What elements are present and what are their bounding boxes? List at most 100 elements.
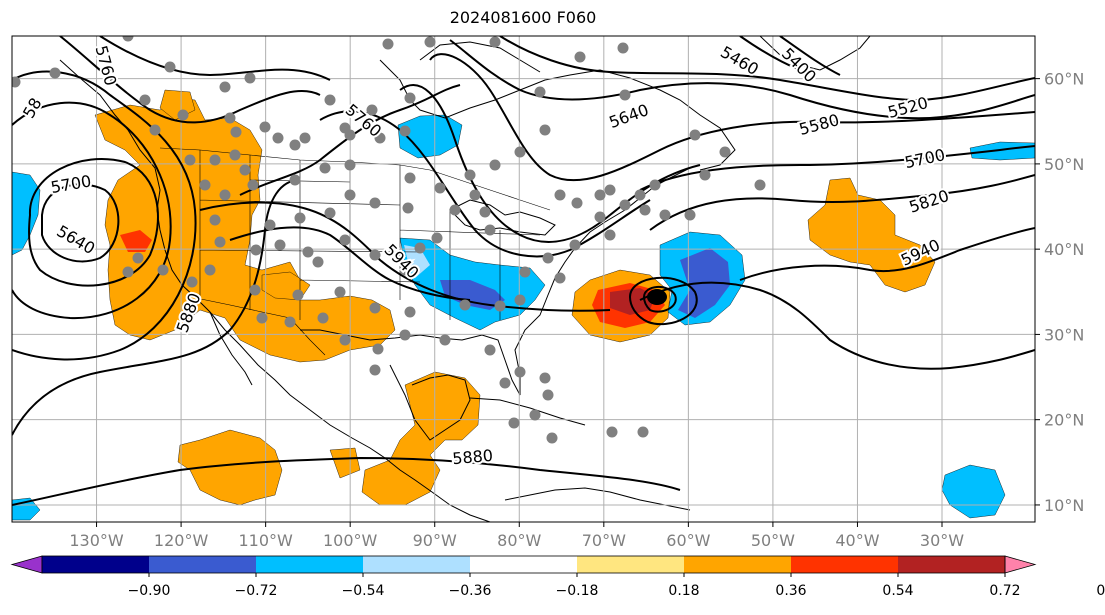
contour-5400	[779, 36, 841, 76]
contour-5760-n	[59, 36, 321, 124]
station-dot	[574, 51, 586, 63]
station-dot	[439, 334, 451, 346]
colorbar-label: −0.90	[128, 583, 171, 599]
station-dot	[606, 426, 618, 438]
station-dot	[554, 272, 566, 284]
blue-region-north-atlantic	[969, 141, 1035, 161]
colorbar-frame	[41, 555, 1006, 574]
contour-5640-ne	[429, 53, 1035, 182]
station-dot	[294, 212, 306, 224]
station-dot	[312, 256, 324, 268]
station-dot	[319, 162, 331, 174]
colorbar-segment	[898, 556, 1005, 573]
station-dot	[519, 266, 531, 278]
contour-5580	[449, 39, 1035, 120]
station-dot	[484, 344, 496, 356]
contour-5640-low	[41, 183, 120, 263]
station-dot	[292, 289, 304, 301]
station-dot	[219, 189, 231, 201]
station-dot	[637, 426, 649, 438]
station-dot	[177, 109, 189, 121]
station-dot	[199, 179, 211, 191]
station-dot	[132, 252, 144, 264]
colorbar-segment	[577, 556, 684, 573]
station-dot	[569, 239, 581, 251]
station-dot	[164, 61, 176, 73]
station-dot	[634, 189, 646, 201]
station-dot	[256, 312, 268, 324]
station-dot	[604, 229, 616, 241]
contour-5820-atl	[649, 174, 1035, 231]
station-dot	[514, 366, 526, 378]
contour-storm-outer	[628, 276, 698, 326]
lon-label: 90°W	[413, 531, 457, 550]
station-dot	[539, 124, 551, 136]
station-dot	[464, 169, 476, 181]
contour-5520	[499, 36, 1035, 102]
station-dot	[209, 154, 221, 166]
lat-label: 60°N	[1044, 70, 1084, 89]
lon-label: 100°W	[323, 531, 378, 550]
contour-5700-n	[99, 36, 331, 81]
contour-label: 5880	[452, 446, 494, 468]
station-dot	[317, 312, 329, 324]
storm-center	[647, 289, 667, 305]
lat-label: 30°N	[1044, 325, 1084, 344]
station-dot	[372, 343, 384, 355]
lon-label: 40°W	[835, 531, 879, 550]
station-dot	[239, 164, 251, 176]
station-dot	[542, 252, 554, 264]
station-dot	[514, 294, 526, 306]
station-dot	[186, 276, 198, 288]
station-dot	[219, 81, 231, 93]
station-dot	[289, 139, 301, 151]
height-contours	[12, 36, 1035, 506]
station-dot	[302, 246, 314, 258]
coastline-great-lakes	[449, 199, 556, 236]
contour-5700-low	[28, 158, 159, 287]
station-dot	[539, 372, 551, 384]
colorbar-label: 0.90	[1096, 583, 1105, 599]
station-dot	[139, 94, 151, 106]
station-dot	[122, 266, 134, 278]
station-dot	[639, 204, 651, 216]
colorbar-extend-high	[1004, 555, 1037, 574]
station-dot	[374, 132, 386, 144]
station-dot	[369, 302, 381, 314]
station-dot	[689, 129, 701, 141]
station-dot	[339, 334, 351, 346]
colorbar-segment	[42, 556, 149, 573]
lon-label: 130°W	[69, 531, 124, 550]
colorbar-segment	[256, 556, 363, 573]
station-dot	[209, 214, 221, 226]
station-dot	[469, 189, 481, 201]
station-dot	[404, 172, 416, 184]
station-dot	[229, 149, 241, 161]
contour-5760-us	[319, 110, 651, 258]
lon-label: 50°W	[751, 531, 795, 550]
station-dot	[484, 224, 496, 236]
station-dot	[247, 179, 259, 191]
coastline-cuba	[469, 397, 586, 426]
colorbar-segment	[470, 556, 577, 573]
colorbar-label: −0.36	[449, 583, 492, 599]
station-dot	[324, 94, 336, 106]
latitude-labels: 60°N 50°N 40°N 30°N 20°N 10°N	[1035, 70, 1084, 515]
station-dot	[508, 417, 520, 429]
station-dot	[399, 264, 411, 276]
station-dot	[534, 86, 546, 98]
station-dot	[414, 242, 426, 254]
contour-5880-atl	[639, 281, 1035, 370]
orange-region-caribbean	[361, 371, 481, 506]
longitude-labels: 130°W 120°W 110°W 100°W 90°W 80°W 70°W 60°W 50°W…	[69, 522, 964, 550]
station-dot	[571, 197, 583, 209]
station-dot	[264, 219, 276, 231]
station-dot	[619, 199, 631, 211]
station-dot	[382, 38, 394, 50]
station-dot	[230, 126, 242, 138]
colorbar-label: 0.72	[989, 583, 1020, 599]
station-dot	[157, 264, 169, 276]
colorbar-label: 0.36	[775, 583, 806, 599]
lon-label: 70°W	[582, 531, 626, 550]
